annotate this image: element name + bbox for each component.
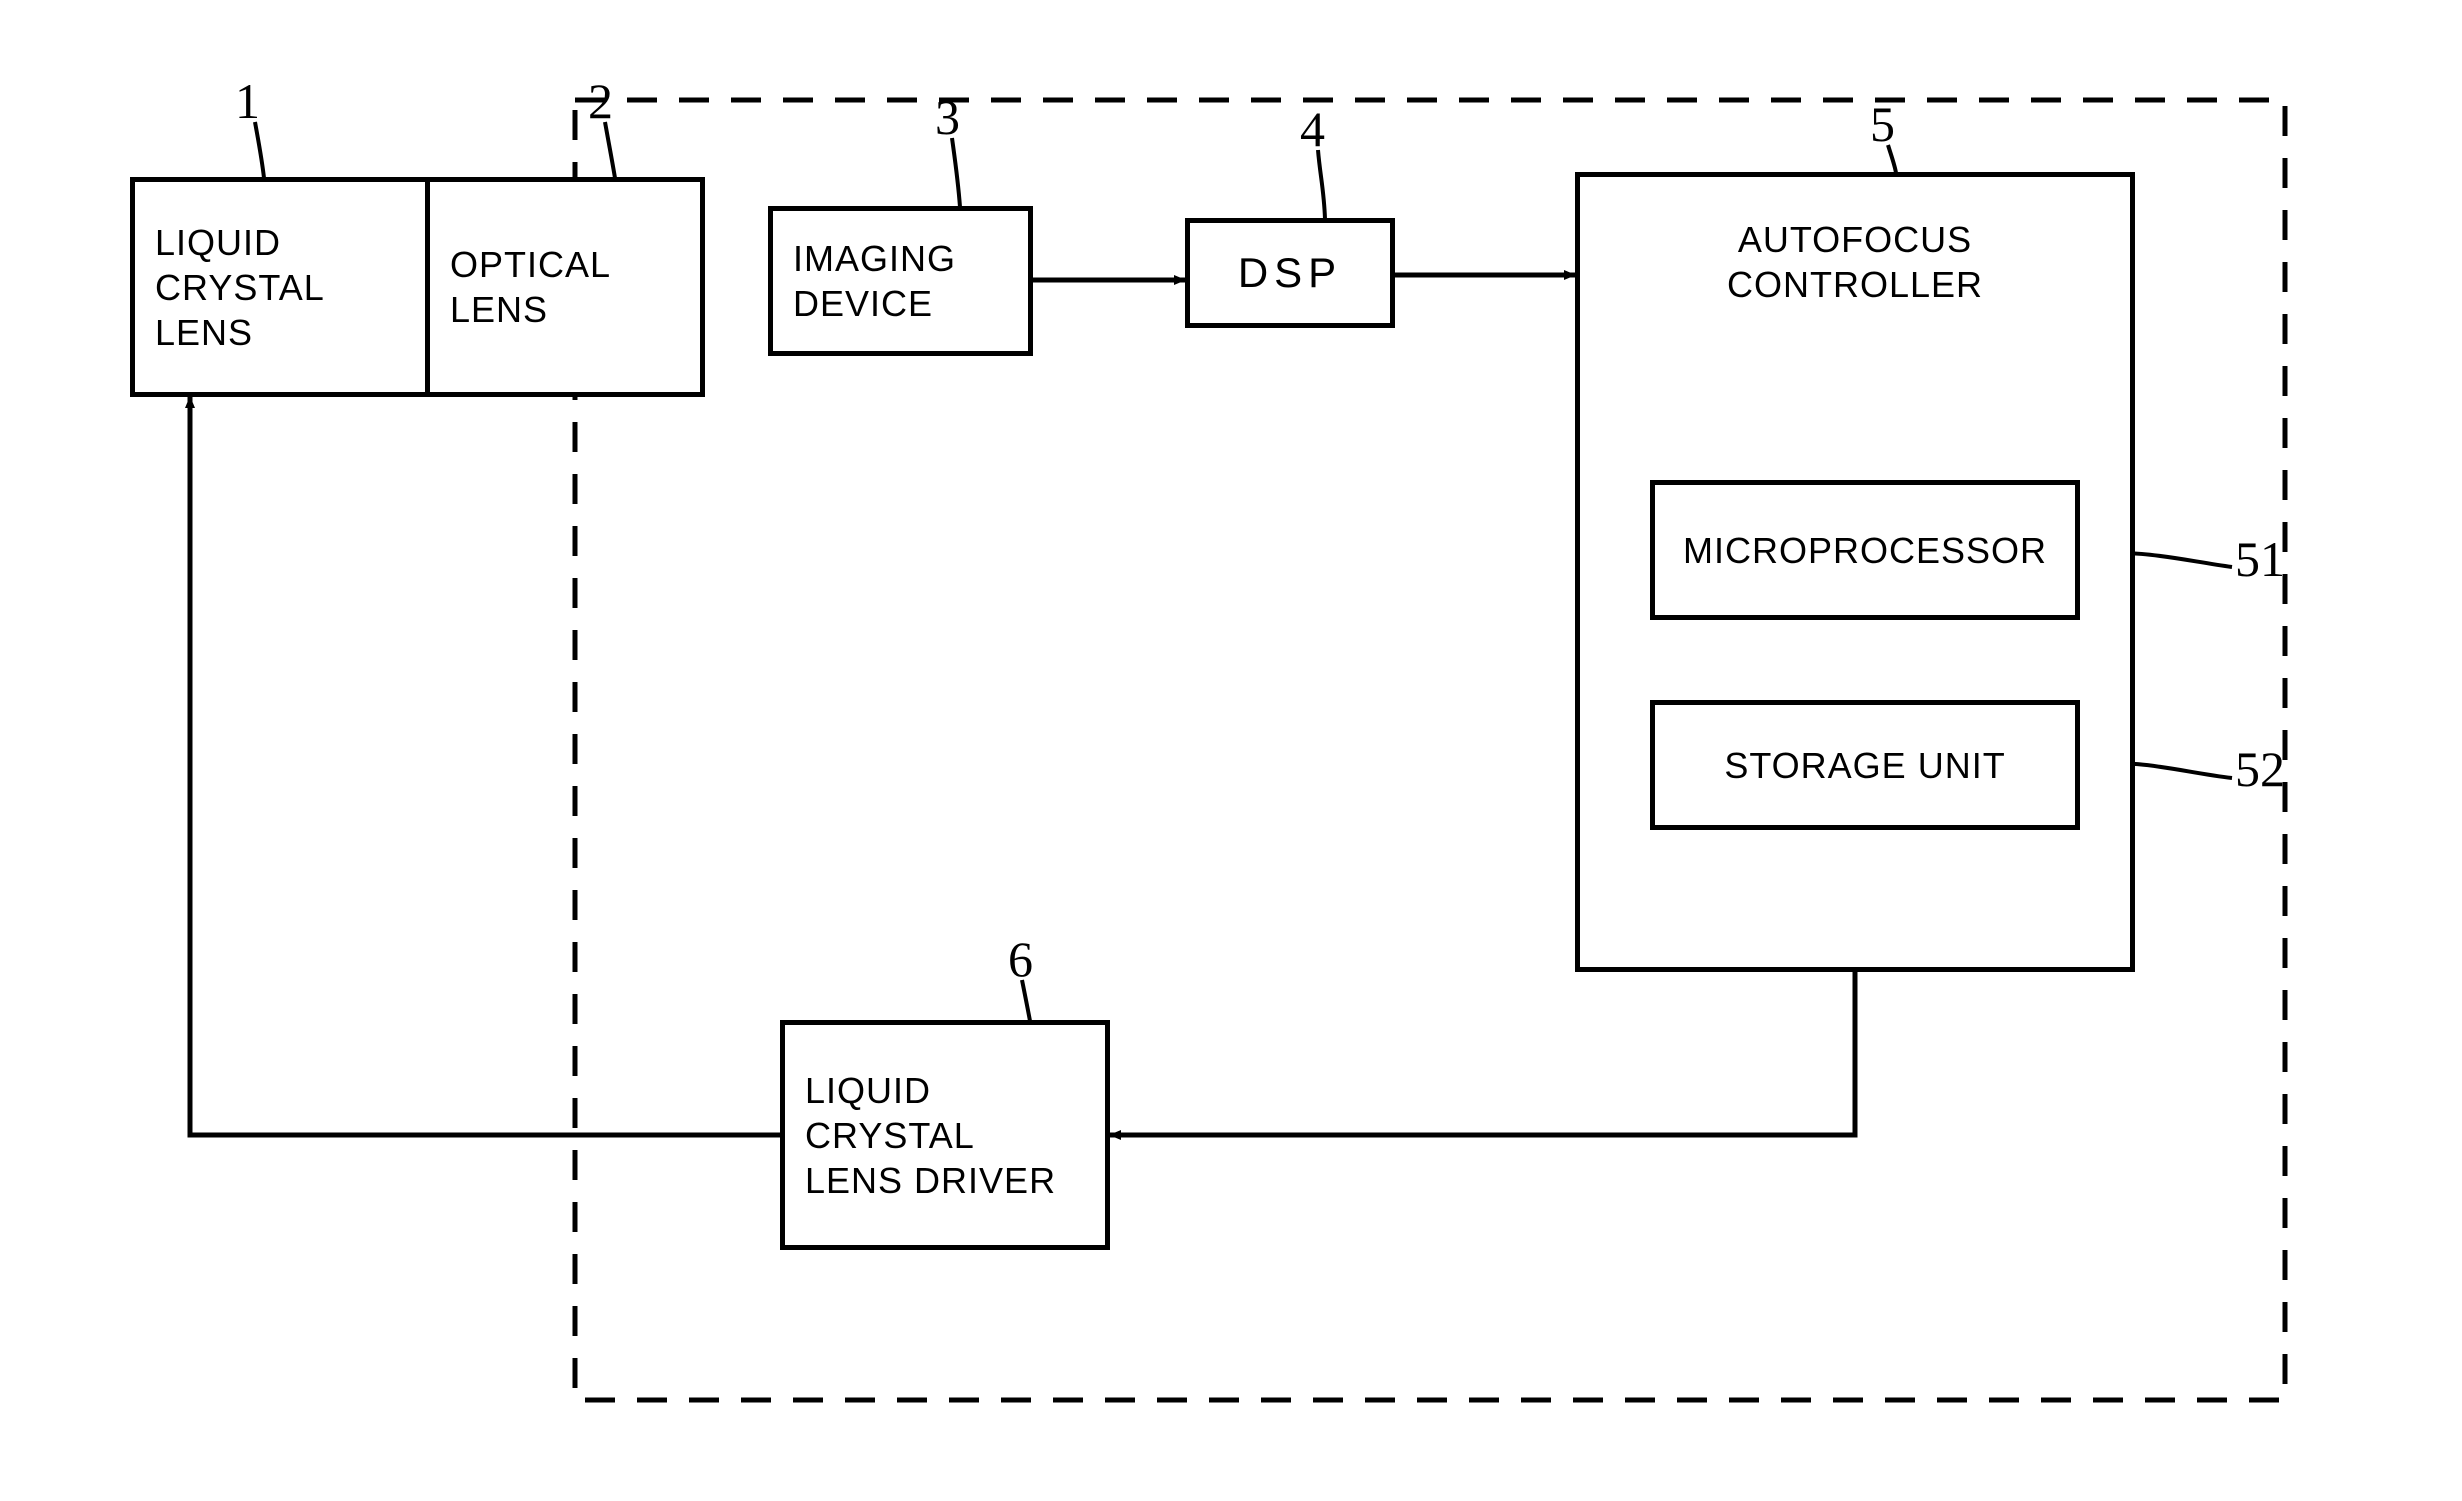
ref-num-4: 4 xyxy=(1300,100,1325,158)
ref-num-3: 3 xyxy=(935,88,960,146)
ref-curve-3 xyxy=(952,138,960,207)
ref-num-5: 5 xyxy=(1870,95,1895,153)
block-imaging-device: IMAGINGDEVICE xyxy=(768,206,1033,356)
block-label: DSP xyxy=(1238,247,1342,300)
block-label: OPTICALLENS xyxy=(450,242,611,332)
ref-curve-2 xyxy=(605,122,615,178)
arrow-afctrl-to-driver xyxy=(1110,972,1855,1135)
block-optical-lens: OPTICALLENS xyxy=(425,177,705,397)
block-lc-lens-driver: LIQUIDCRYSTALLENS DRIVER xyxy=(780,1020,1110,1250)
arrow-driver-to-lclens xyxy=(190,397,780,1135)
block-microprocessor: MICROPROCESSOR xyxy=(1650,480,2080,620)
ref-num-2: 2 xyxy=(588,72,613,130)
ref-num-6: 6 xyxy=(1008,930,1033,988)
block-label: IMAGINGDEVICE xyxy=(793,236,956,326)
block-dsp: DSP xyxy=(1185,218,1395,328)
block-label: MICROPROCESSOR xyxy=(1683,528,2047,573)
ref-num-52: 52 xyxy=(2235,740,2285,798)
block-storage-unit: STORAGE UNIT xyxy=(1650,700,2080,830)
ref-num-1: 1 xyxy=(235,72,260,130)
block-label: LIQUIDCRYSTALLENS xyxy=(155,220,325,355)
ref-curve-1 xyxy=(255,122,264,178)
ref-curve-4 xyxy=(1318,150,1325,219)
block-label: LIQUIDCRYSTALLENS DRIVER xyxy=(805,1068,1056,1203)
block-label: AUTOFOCUSCONTROLLER xyxy=(1727,217,1983,307)
block-liquid-crystal-lens: LIQUIDCRYSTALLENS xyxy=(130,177,430,397)
ref-num-51: 51 xyxy=(2235,530,2285,588)
block-label: STORAGE UNIT xyxy=(1724,743,2005,788)
